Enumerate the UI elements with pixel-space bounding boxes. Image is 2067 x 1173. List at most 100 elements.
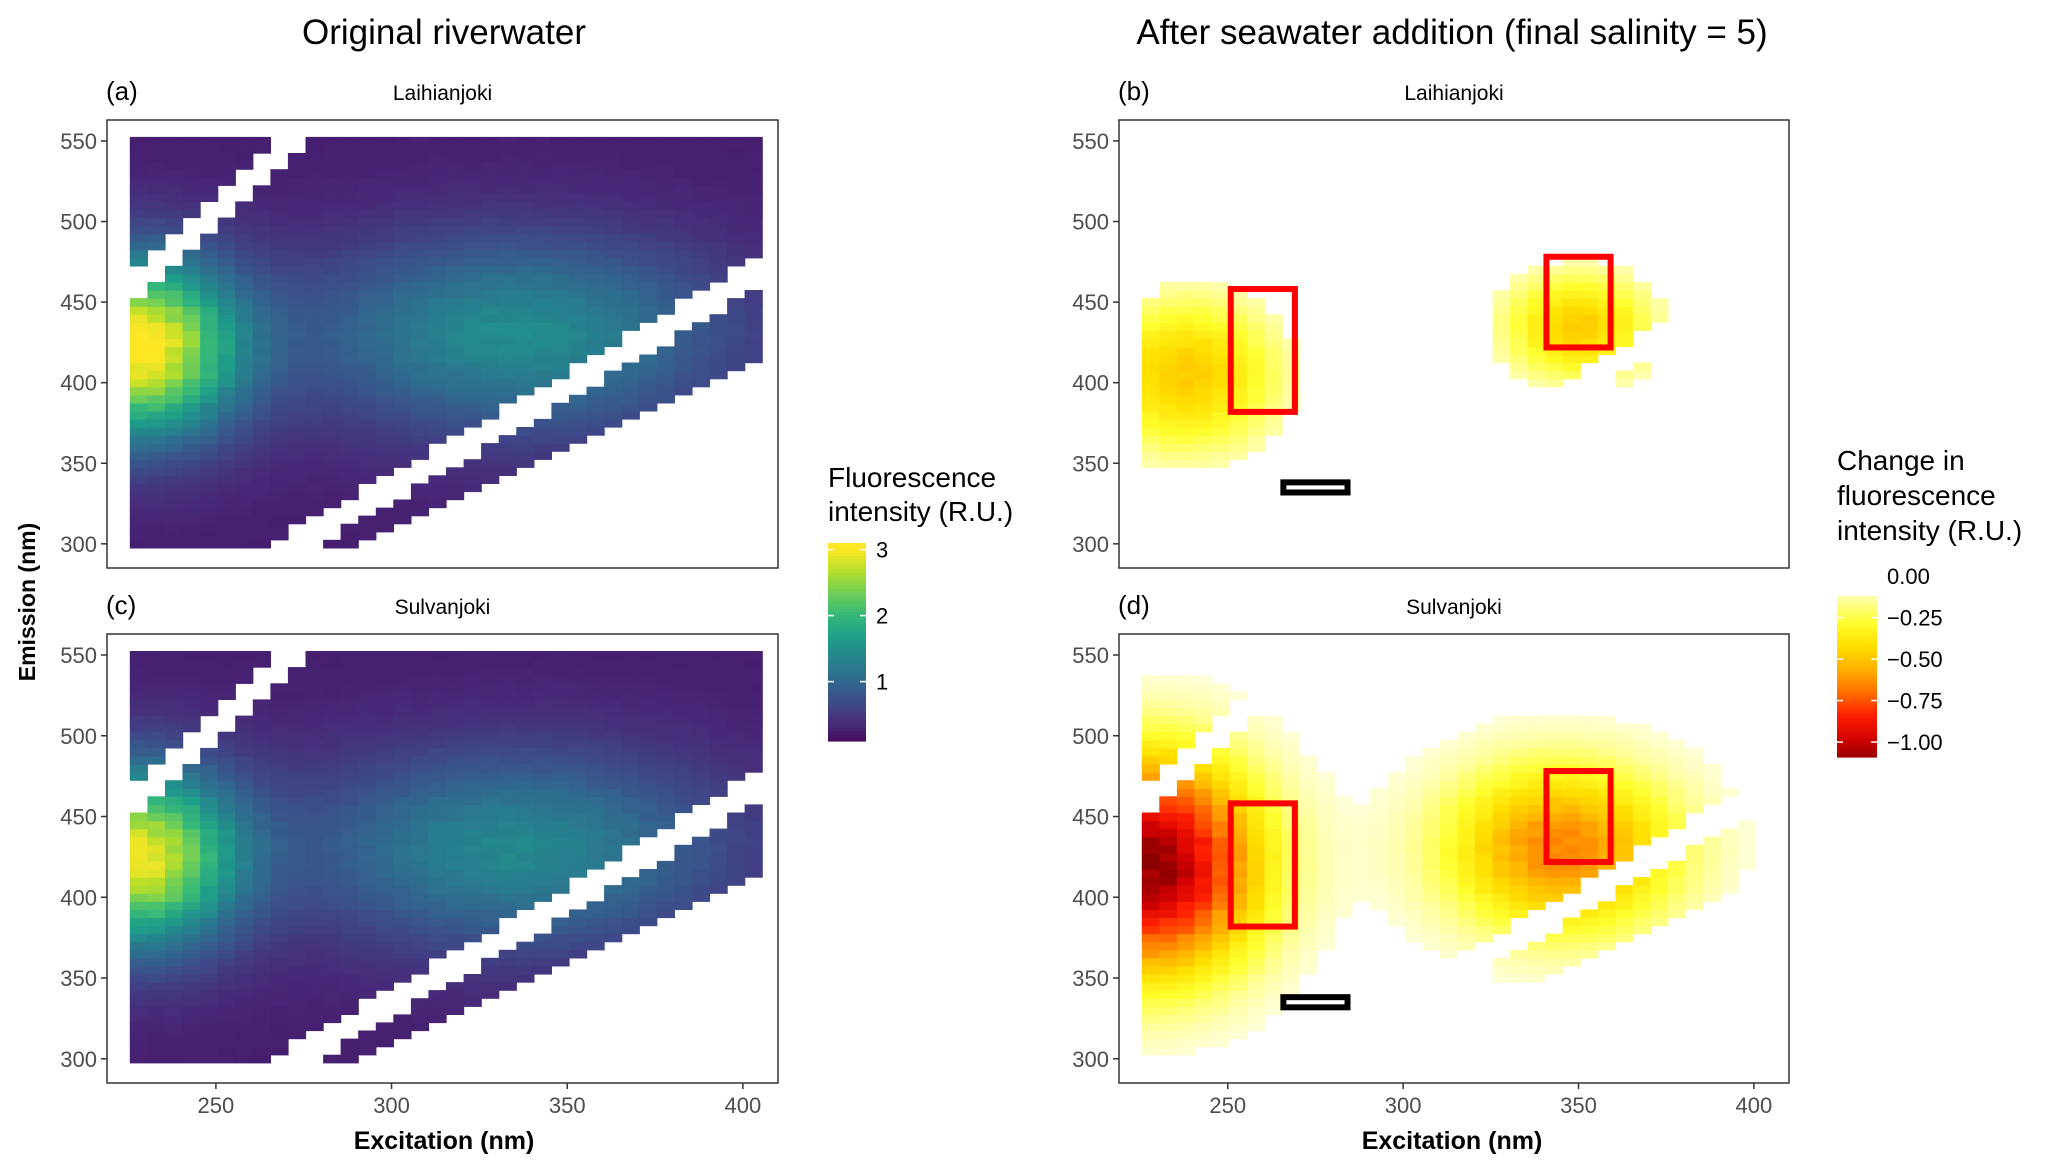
heatmap-cell	[410, 306, 430, 315]
heatmap-cell	[463, 169, 482, 178]
heatmap-cell	[1527, 346, 1546, 356]
heatmap-cell	[147, 860, 166, 870]
heatmap-cell	[252, 402, 271, 412]
heatmap-cell	[1229, 941, 1248, 951]
legend-color-step	[828, 675, 866, 679]
heatmap-cell	[1668, 755, 1687, 765]
heatmap-cell	[1334, 852, 1353, 862]
heatmap-cell	[744, 844, 763, 854]
heatmap-cell	[1475, 933, 1494, 943]
heatmap-cell	[375, 394, 394, 404]
heatmap-cell	[551, 764, 570, 773]
heatmap-cell	[358, 755, 377, 765]
heatmap-cell	[393, 217, 412, 227]
heatmap-cell	[428, 917, 447, 927]
heatmap-cell	[323, 901, 342, 910]
heatmap-cell	[182, 820, 201, 830]
heatmap-cell	[1440, 755, 1459, 765]
heatmap-cell	[147, 917, 166, 927]
heatmap-cell	[358, 917, 377, 927]
heatmap-cell	[287, 290, 307, 299]
heatmap-cell	[498, 314, 517, 323]
heatmap-cell	[604, 282, 623, 291]
heatmap-cell	[287, 755, 307, 765]
heatmap-cell	[569, 427, 588, 436]
heatmap-cell	[1720, 852, 1739, 862]
heatmap-cell	[235, 844, 254, 854]
heatmap-cell	[446, 691, 465, 700]
heatmap-cell	[410, 651, 430, 660]
heatmap-cell	[1194, 386, 1213, 396]
heatmap-cell	[1141, 418, 1160, 428]
heatmap-cell	[1159, 731, 1178, 741]
heatmap-cell	[674, 217, 693, 227]
heatmap-cell	[340, 314, 359, 323]
heatmap-cell	[1527, 290, 1546, 299]
heatmap-cell	[656, 707, 675, 717]
heatmap-cell	[1615, 282, 1634, 291]
heatmap-cell	[375, 402, 394, 412]
heatmap-cell	[1194, 901, 1213, 910]
heatmap-cell	[1299, 893, 1318, 902]
heatmap-cell	[235, 402, 254, 412]
heatmap-cell	[182, 780, 201, 789]
heatmap-cell	[270, 330, 289, 339]
heatmap-cell	[235, 788, 254, 797]
heatmap-cell	[1510, 974, 1529, 983]
heatmap-cell	[393, 1030, 412, 1040]
heatmap-cell	[200, 185, 219, 194]
heatmap-cell	[340, 225, 359, 235]
heatmap-cell	[1527, 804, 1546, 814]
heatmap-cell	[340, 901, 359, 910]
heatmap-cell	[129, 917, 148, 927]
heatmap-cell	[1229, 990, 1248, 999]
heatmap-cell	[727, 667, 746, 676]
heatmap-cell	[604, 402, 623, 412]
heatmap-cell	[200, 273, 219, 283]
heatmap-cell	[656, 901, 675, 910]
heatmap-cell	[1562, 860, 1581, 870]
heatmap-cell	[252, 755, 271, 765]
heatmap-cell	[621, 667, 640, 676]
heatmap-cell	[147, 201, 166, 211]
heatmap-cell	[1247, 965, 1266, 975]
heatmap-cell	[1545, 265, 1564, 275]
heatmap-cell	[270, 378, 289, 388]
heatmap-cell	[252, 941, 271, 951]
heatmap-cell	[1176, 459, 1195, 468]
heatmap-cell	[709, 161, 728, 170]
heatmap-cell	[305, 982, 324, 991]
heatmap-cell	[1440, 836, 1459, 846]
heatmap-cell	[621, 370, 640, 380]
heatmap-cell	[1212, 869, 1231, 878]
heatmap-cell	[305, 346, 324, 356]
heatmap-cell	[1457, 772, 1476, 781]
heatmap-cell	[604, 893, 623, 902]
heatmap-cell	[1615, 796, 1634, 805]
heatmap-cell	[709, 877, 728, 886]
heatmap-cell	[569, 651, 588, 660]
heatmap-cell	[428, 901, 447, 910]
heatmap-cell	[323, 209, 342, 219]
heatmap-cell	[1229, 290, 1248, 299]
heatmap-cell	[1615, 917, 1634, 927]
heatmap-cell	[1650, 909, 1669, 919]
heatmap-cell	[516, 844, 535, 854]
heatmap-cell	[270, 306, 289, 315]
heatmap-cell	[1404, 788, 1423, 797]
heatmap-cell	[182, 330, 201, 339]
heatmap-cell	[656, 764, 675, 773]
heatmap-cell	[1632, 723, 1651, 733]
heatmap-cell	[147, 1030, 166, 1040]
x-axis-label-left: Excitation (nm)	[354, 1127, 535, 1155]
heatmap-cell	[498, 282, 517, 291]
heatmap-cell	[428, 209, 447, 219]
heatmap-cell	[516, 306, 535, 315]
heatmap-cell	[691, 723, 711, 733]
heatmap-cell	[165, 523, 184, 533]
heatmap-cell	[217, 974, 236, 983]
heatmap-cell	[551, 435, 570, 444]
heatmap-cell	[375, 1038, 394, 1048]
heatmap-cell	[498, 812, 517, 822]
heatmap-cell	[217, 330, 236, 339]
